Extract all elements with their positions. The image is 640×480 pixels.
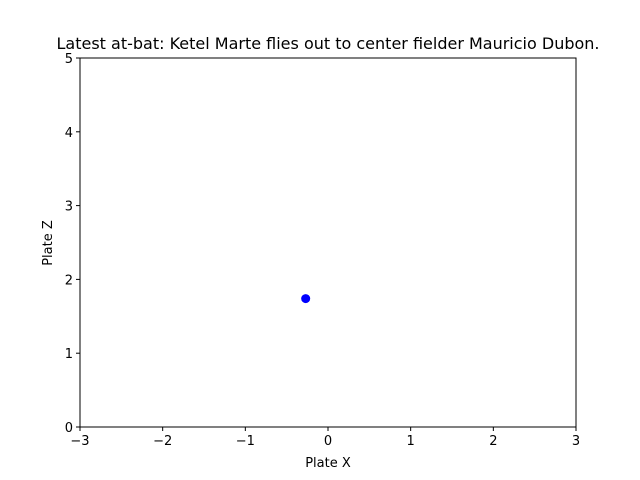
x-tick-label: 1: [407, 434, 415, 449]
y-tick-label: 2: [65, 273, 73, 288]
scatter-points: [301, 294, 311, 304]
plot-area: [79, 57, 577, 428]
pitch-point: [301, 294, 311, 304]
x-axis: −3 −2 −1 0 1 2 3: [70, 427, 580, 449]
x-tick-label: 2: [489, 434, 497, 449]
plot-frame: [79, 57, 577, 428]
x-tick-label: −3: [70, 434, 89, 449]
y-axis-label: Plate Z: [41, 220, 56, 266]
y-axis: 0 1 2 3 4 5: [65, 52, 80, 436]
y-tick-label: 0: [65, 421, 73, 436]
y-tick-label: 5: [65, 52, 73, 67]
y-tick-label: 4: [65, 126, 73, 141]
y-tick-label: 1: [65, 347, 73, 362]
y-tick-label: 3: [65, 200, 73, 215]
x-axis-label: Plate X: [305, 456, 351, 471]
x-tick-label: 3: [572, 434, 580, 449]
x-tick-label: −2: [153, 434, 172, 449]
chart-title: Latest at-bat: Ketel Marte flies out to …: [56, 34, 599, 53]
x-tick-label: 0: [324, 434, 332, 449]
x-tick-label: −1: [236, 434, 255, 449]
